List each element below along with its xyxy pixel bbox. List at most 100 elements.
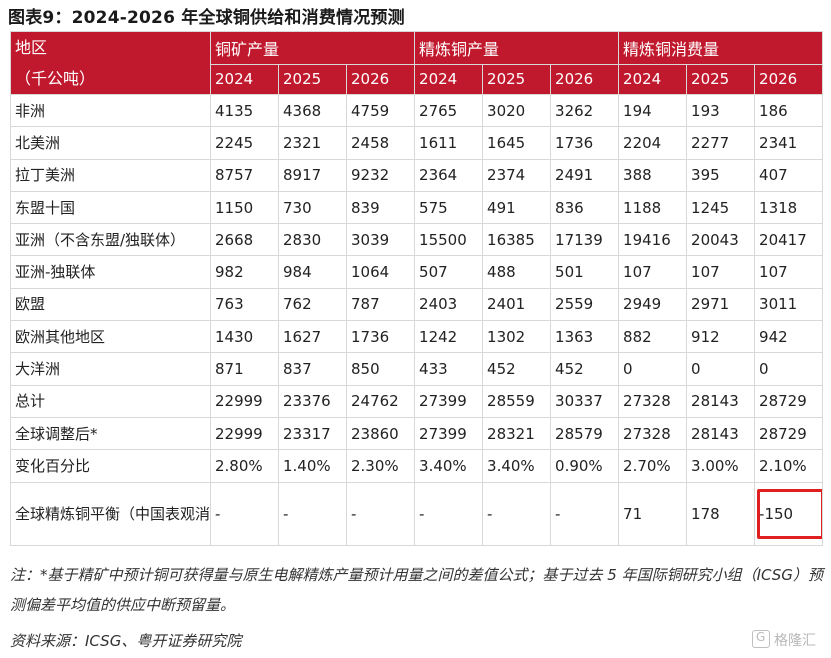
value-cell: 3.00% — [686, 449, 756, 483]
value-cell: 2403 — [414, 287, 484, 322]
value-cell: 871 — [210, 352, 279, 386]
region-cell: 欧洲其他地区 — [10, 320, 211, 354]
value-cell: - — [414, 481, 484, 546]
value-cell: 912 — [686, 320, 756, 354]
value-cell: 2949 — [618, 287, 688, 322]
table-row: 北美洲 2245 2321 2458 1611 1645 1736 2204 2277 2341 — [10, 126, 824, 160]
value-cell: - — [210, 481, 279, 546]
value-cell: 2971 — [686, 287, 756, 322]
table-row: 欧盟 763 762 787 2403 2401 2559 2949 2971 3011 — [10, 287, 824, 322]
value-cell: 1302 — [482, 320, 552, 354]
value-cell: 2491 — [550, 158, 620, 192]
value-cell: 3262 — [550, 93, 620, 128]
region-cell: 亚洲-独联体 — [10, 255, 211, 289]
value-cell: 27328 — [618, 416, 688, 451]
value-cell: 194 — [618, 93, 688, 128]
value-cell: 3039 — [345, 223, 416, 257]
value-cell: 4759 — [345, 93, 416, 128]
value-cell: 762 — [278, 287, 347, 322]
value-cell: 837 — [278, 352, 347, 386]
value-cell: 1736 — [345, 320, 416, 354]
year-header: 2026 — [550, 63, 620, 96]
value-cell: 1064 — [345, 255, 416, 289]
value-cell: 16385 — [482, 223, 552, 257]
value-cell: 23860 — [345, 416, 416, 451]
value-cell: 839 — [345, 190, 416, 225]
value-cell: 2.10% — [754, 449, 824, 483]
year-header: 2025 — [686, 63, 756, 96]
value-cell: 107 — [754, 255, 824, 289]
value-cell: 2204 — [618, 126, 688, 160]
value-cell: 491 — [482, 190, 552, 225]
value-cell: 28321 — [482, 416, 552, 451]
value-cell: 1611 — [414, 126, 484, 160]
value-cell: 395 — [686, 158, 756, 192]
value-cell: 28729 — [754, 416, 824, 451]
value-cell: 1188 — [618, 190, 688, 225]
value-cell: 28143 — [686, 384, 756, 418]
value-cell: 2374 — [482, 158, 552, 192]
value-cell: 942 — [754, 320, 824, 354]
value-cell: - — [482, 481, 552, 546]
value-cell: 0 — [618, 352, 688, 386]
value-cell: 2341 — [754, 126, 824, 160]
value-cell: 2559 — [550, 287, 620, 322]
value-cell: 763 — [210, 287, 279, 322]
group-header: 精炼铜消费量 — [618, 31, 824, 65]
value-cell: 2668 — [210, 223, 279, 257]
source-line: 资料来源：ICSG、粤开证券研究院 — [10, 632, 242, 650]
value-cell: 24762 — [345, 384, 416, 418]
value-cell: 407 — [754, 158, 824, 192]
region-cell: 拉丁美洲 — [10, 158, 211, 192]
value-cell: 20417 — [754, 223, 824, 257]
watermark-logo-icon — [752, 630, 770, 648]
value-cell: 27328 — [618, 384, 688, 418]
table-row: 拉丁美洲 8757 8917 9232 2364 2374 2491 388 395 407 — [10, 158, 824, 192]
region-cell: 全球调整后* — [10, 416, 211, 451]
table-row: 总计 22999 23376 24762 27399 28559 30337 27328 281… — [10, 384, 824, 418]
year-header: 2025 — [278, 63, 347, 96]
value-cell: 3020 — [482, 93, 552, 128]
value-cell: 2458 — [345, 126, 416, 160]
table-row: 全球调整后* 22999 23317 23860 27399 28321 28579 2732… — [10, 416, 824, 451]
group-header: 精炼铜产量 — [414, 31, 620, 65]
value-cell: 1645 — [482, 126, 552, 160]
table-row: 变化百分比 2.80% 1.40% 2.30% 3.40% 3.40% 0.90% 2.70%… — [10, 449, 824, 483]
value-cell: 787 — [345, 287, 416, 322]
highlight-box — [757, 488, 822, 539]
value-cell: 28579 — [550, 416, 620, 451]
value-cell: 2277 — [686, 126, 756, 160]
region-cell: 北美洲 — [10, 126, 211, 160]
value-cell: 107 — [618, 255, 688, 289]
region-cell: 大洋洲 — [10, 352, 211, 386]
table-row: 欧洲其他地区 1430 1627 1736 1242 1302 1363 882 912 942 — [10, 320, 824, 354]
value-cell: 3011 — [754, 287, 824, 322]
value-cell: 3.40% — [482, 449, 552, 483]
value-cell: 850 — [345, 352, 416, 386]
value-cell: 9232 — [345, 158, 416, 192]
value-cell: 27399 — [414, 384, 484, 418]
value-cell: - — [278, 481, 347, 546]
value-cell: 15500 — [414, 223, 484, 257]
value-cell: 388 — [618, 158, 688, 192]
value-cell: 2321 — [278, 126, 347, 160]
value-cell: 8917 — [278, 158, 347, 192]
value-cell: 3.40% — [414, 449, 484, 483]
header-row-groups: 地区 （千公吨） 铜矿产量 精炼铜产量 精炼铜消费量 — [10, 31, 824, 95]
value-cell: 17139 — [550, 223, 620, 257]
value-cell: 28559 — [482, 384, 552, 418]
table-row: 非洲 4135 4368 4759 2765 3020 3262 194 193 186 — [10, 93, 824, 128]
value-cell: 20043 — [686, 223, 756, 257]
value-cell: 1245 — [686, 190, 756, 225]
year-header: 2025 — [482, 63, 552, 96]
value-cell: 882 — [618, 320, 688, 354]
chart-title: 图表9：2024-2026 年全球铜供给和消费情况预测 — [8, 8, 405, 28]
value-cell: 28729 — [754, 384, 824, 418]
value-cell: 2.70% — [618, 449, 688, 483]
value-cell: 4368 — [278, 93, 347, 128]
value-cell: 19416 — [618, 223, 688, 257]
region-cell: 总计 — [10, 384, 211, 418]
value-cell: 488 — [482, 255, 552, 289]
table-row: 大洋洲 871 837 850 433 452 452 0 0 0 — [10, 352, 824, 386]
